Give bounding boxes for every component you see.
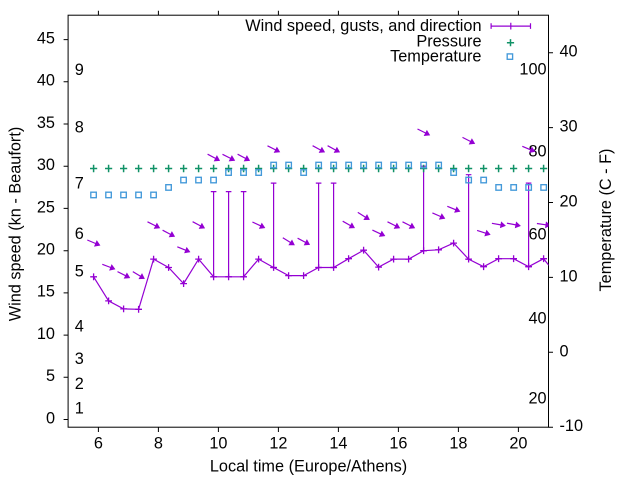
svg-text:80: 80 <box>528 142 546 160</box>
svg-text:100: 100 <box>519 61 546 79</box>
svg-text:5: 5 <box>75 263 84 281</box>
svg-text:20: 20 <box>509 435 527 453</box>
svg-text:15: 15 <box>37 283 55 301</box>
svg-text:10: 10 <box>37 325 55 343</box>
svg-text:7: 7 <box>75 175 84 193</box>
svg-text:10: 10 <box>560 267 578 285</box>
svg-text:3: 3 <box>75 350 84 368</box>
svg-text:Local time (Europe/Athens): Local time (Europe/Athens) <box>210 458 407 476</box>
svg-text:Pressure: Pressure <box>416 33 481 51</box>
svg-text:Wind speed (kn - Beaufort): Wind speed (kn - Beaufort) <box>7 127 25 322</box>
svg-text:5: 5 <box>46 367 55 385</box>
svg-text:9: 9 <box>75 61 84 79</box>
svg-text:2: 2 <box>75 375 84 393</box>
svg-text:20: 20 <box>560 192 578 210</box>
svg-text:18: 18 <box>449 435 467 453</box>
svg-text:12: 12 <box>269 435 287 453</box>
svg-text:6: 6 <box>94 435 103 453</box>
svg-text:Temperature: Temperature <box>390 48 481 66</box>
svg-text:40: 40 <box>560 43 578 61</box>
svg-text:Temperature (C - F): Temperature (C - F) <box>597 149 615 292</box>
svg-text:16: 16 <box>389 435 407 453</box>
svg-text:40: 40 <box>37 72 55 90</box>
svg-text:45: 45 <box>37 29 55 47</box>
svg-text:8: 8 <box>154 435 163 453</box>
svg-text:20: 20 <box>37 241 55 259</box>
svg-text:-10: -10 <box>560 417 584 435</box>
svg-text:30: 30 <box>37 156 55 174</box>
svg-text:4: 4 <box>75 318 84 336</box>
svg-text:25: 25 <box>37 198 55 216</box>
svg-text:0: 0 <box>46 409 55 427</box>
svg-text:30: 30 <box>560 118 578 136</box>
svg-text:0: 0 <box>560 342 569 360</box>
svg-text:10: 10 <box>209 435 227 453</box>
svg-text:35: 35 <box>37 114 55 132</box>
svg-text:1: 1 <box>75 399 84 417</box>
svg-text:14: 14 <box>329 435 347 453</box>
svg-text:20: 20 <box>528 389 546 407</box>
svg-text:40: 40 <box>528 309 546 327</box>
svg-text:60: 60 <box>528 226 546 244</box>
svg-text:8: 8 <box>75 118 84 136</box>
svg-text:Wind speed, gusts, and directi: Wind speed, gusts, and direction <box>245 17 481 35</box>
svg-text:6: 6 <box>75 225 84 243</box>
